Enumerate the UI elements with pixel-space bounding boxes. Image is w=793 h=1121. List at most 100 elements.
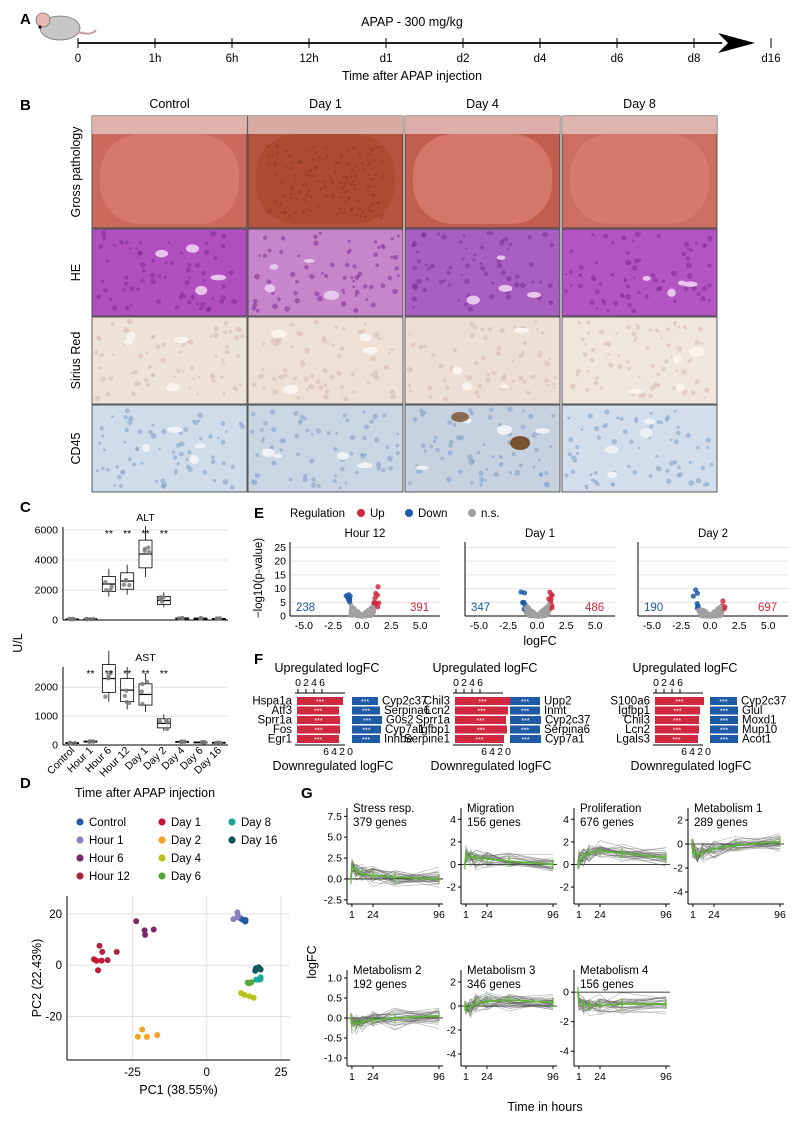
cell-texture-dot bbox=[661, 366, 667, 372]
cell-texture-dot bbox=[338, 486, 342, 489]
cell-texture-dot bbox=[598, 329, 605, 335]
cell-texture-dot bbox=[102, 235, 106, 238]
cell-texture-dot bbox=[508, 242, 513, 247]
cell-texture-dot bbox=[315, 379, 321, 385]
necrotic-texture-dot bbox=[290, 187, 294, 191]
top-genes-down-gene: Moxd1 bbox=[742, 715, 777, 727]
cell-texture-dot bbox=[415, 463, 418, 467]
cell-texture-dot bbox=[631, 239, 635, 243]
volcano-gene-point bbox=[347, 593, 353, 599]
alt-point bbox=[103, 587, 109, 593]
top-genes-up-tick-label: 0 bbox=[295, 677, 301, 689]
cell-texture-dot bbox=[570, 383, 576, 390]
necrotic-texture-dot bbox=[300, 161, 303, 165]
enzyme-ylabel: U/L bbox=[11, 633, 25, 653]
volcano-gene-point bbox=[365, 612, 371, 618]
cell-texture-dot bbox=[645, 345, 650, 350]
cell-texture-dot bbox=[252, 298, 258, 304]
cell-texture-dot bbox=[255, 308, 260, 313]
cell-texture-dot bbox=[500, 238, 505, 242]
cell-texture-dot bbox=[117, 474, 122, 480]
cell-texture-dot bbox=[202, 278, 206, 282]
alt-ytick-label: 4000 bbox=[35, 555, 59, 567]
cell-texture-dot bbox=[594, 426, 600, 432]
top-genes-down-gene: G0s2 bbox=[386, 715, 414, 727]
alt-point bbox=[142, 548, 147, 553]
cell-texture-dot bbox=[572, 458, 578, 463]
necrotic-texture-dot bbox=[313, 165, 317, 168]
necrotic-texture-dot bbox=[294, 177, 298, 181]
cluster-ytick-label: 4 bbox=[563, 814, 569, 826]
top-genes-up-tick-label: 6 bbox=[477, 677, 483, 689]
ast-point bbox=[103, 694, 108, 699]
top-genes-up-significance: *** bbox=[314, 728, 322, 735]
cell-texture-dot bbox=[687, 247, 690, 251]
top-genes-up-bar bbox=[297, 706, 339, 715]
ast-ytick-label: 1000 bbox=[35, 711, 59, 723]
cell-texture-dot bbox=[548, 357, 552, 361]
pca-sample-point bbox=[255, 964, 262, 971]
cell-texture-dot bbox=[482, 335, 488, 341]
cell-texture-dot bbox=[362, 435, 367, 441]
cluster-title: Proliferation bbox=[580, 803, 641, 815]
cell-texture-dot bbox=[269, 409, 276, 415]
cell-texture-dot bbox=[387, 455, 393, 462]
necrotic-texture-dot bbox=[376, 146, 380, 150]
cell-texture-dot bbox=[507, 406, 513, 412]
cell-texture-dot bbox=[625, 284, 631, 289]
cell-texture-dot bbox=[111, 353, 115, 357]
cell-texture-dot bbox=[272, 303, 278, 310]
cell-texture-dot bbox=[623, 277, 628, 283]
ast-point bbox=[127, 700, 132, 706]
cell-texture-dot bbox=[391, 348, 395, 352]
cell-texture-dot bbox=[546, 383, 550, 387]
vessel-lumen bbox=[535, 428, 550, 434]
top-genes-up-bar bbox=[455, 697, 510, 705]
top-genes-down-gene: Glul bbox=[742, 705, 762, 717]
cell-texture-dot bbox=[416, 278, 422, 284]
cell-texture-dot bbox=[577, 320, 582, 325]
cell-texture-dot bbox=[528, 413, 534, 419]
cell-texture-dot bbox=[266, 279, 272, 285]
volcano-gene-point bbox=[373, 590, 379, 597]
cell-texture-dot bbox=[589, 300, 595, 306]
top-genes-down-tick-label: 6 bbox=[481, 746, 487, 758]
cell-texture-dot bbox=[262, 385, 266, 390]
histology-image-tile bbox=[561, 316, 718, 405]
cell-texture-dot bbox=[94, 350, 99, 355]
cell-texture-dot bbox=[507, 247, 510, 251]
cell-texture-dot bbox=[488, 294, 495, 300]
necrotic-texture-dot bbox=[325, 156, 329, 160]
cell-texture-dot bbox=[696, 446, 700, 450]
cell-texture-dot bbox=[318, 384, 324, 390]
cell-texture-dot bbox=[147, 364, 153, 369]
cell-texture-dot bbox=[689, 357, 693, 361]
cell-texture-dot bbox=[263, 420, 268, 426]
necrotic-texture-dot bbox=[360, 162, 364, 165]
volcano-xtick-label: 5.0 bbox=[761, 620, 776, 632]
cell-texture-dot bbox=[542, 231, 548, 238]
cell-texture-dot bbox=[443, 279, 447, 282]
volcano-gene-point bbox=[545, 608, 551, 614]
alt-point bbox=[146, 550, 152, 555]
volcano-gene-point bbox=[347, 599, 353, 605]
top-genes-down-tick-label: 2 bbox=[339, 746, 345, 758]
cell-texture-dot bbox=[159, 357, 166, 363]
cell-texture-dot bbox=[102, 237, 107, 241]
cell-texture-dot bbox=[392, 288, 398, 295]
cell-texture-dot bbox=[220, 243, 226, 249]
cell-texture-dot bbox=[204, 241, 209, 245]
cell-texture-dot bbox=[655, 465, 662, 472]
vessel-lumen bbox=[357, 462, 373, 469]
cell-texture-dot bbox=[363, 322, 367, 326]
cell-texture-dot bbox=[375, 263, 380, 268]
cell-texture-dot bbox=[174, 304, 180, 310]
cell-texture-dot bbox=[97, 441, 102, 445]
cluster-ytick-label: 0 bbox=[450, 859, 456, 871]
necrotic-texture-dot bbox=[273, 164, 277, 168]
histology-image-tile bbox=[91, 228, 248, 317]
necrotic-texture-dot bbox=[379, 216, 383, 219]
volcano-gene-point bbox=[717, 604, 724, 610]
cell-texture-dot bbox=[161, 342, 166, 347]
cell-texture-dot bbox=[649, 384, 656, 391]
